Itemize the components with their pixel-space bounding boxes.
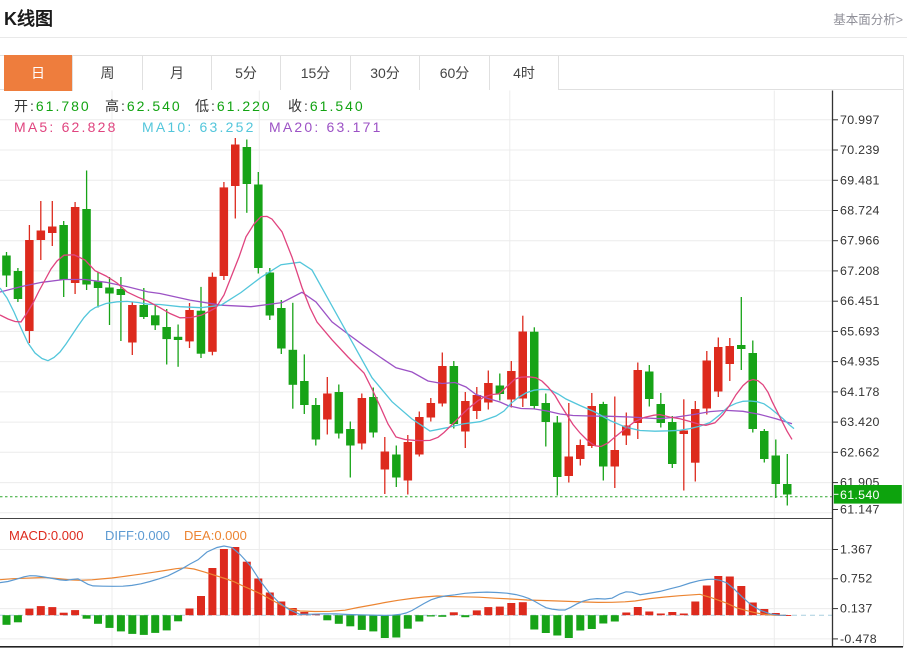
svg-text:61.147: 61.147 bbox=[840, 503, 880, 517]
svg-text:65.693: 65.693 bbox=[840, 324, 880, 338]
svg-text:-0.478: -0.478 bbox=[840, 632, 877, 646]
svg-text:64.935: 64.935 bbox=[840, 355, 880, 369]
svg-text:69.481: 69.481 bbox=[840, 173, 880, 187]
svg-text:0.752: 0.752 bbox=[840, 572, 873, 586]
svg-text:70.997: 70.997 bbox=[840, 113, 880, 127]
svg-text:67.208: 67.208 bbox=[840, 264, 880, 278]
svg-text:67.966: 67.966 bbox=[840, 234, 880, 248]
svg-text:62.662: 62.662 bbox=[840, 445, 880, 459]
svg-text:1.367: 1.367 bbox=[840, 543, 873, 557]
svg-text:66.451: 66.451 bbox=[840, 294, 880, 308]
svg-text:0.137: 0.137 bbox=[840, 602, 873, 616]
svg-text:63.420: 63.420 bbox=[840, 415, 880, 429]
svg-text:61.540: 61.540 bbox=[840, 488, 880, 502]
svg-text:68.724: 68.724 bbox=[840, 204, 880, 218]
svg-text:70.239: 70.239 bbox=[840, 143, 880, 157]
svg-text:64.178: 64.178 bbox=[840, 385, 880, 399]
